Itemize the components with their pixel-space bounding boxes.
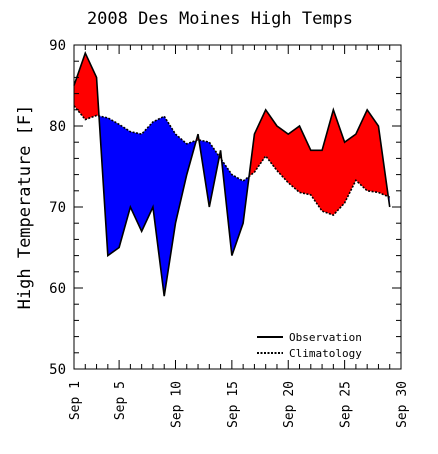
x-tick-labels: Sep 1 Sep 5 Sep 10 Sep 15 Sep 20 Sep 25 Sep 30 bbox=[68, 381, 410, 428]
axis-ticks bbox=[73, 44, 402, 370]
x-tick-label-25: Sep 25 bbox=[339, 381, 354, 428]
y-tick-label-60: 60 bbox=[49, 281, 66, 297]
x-tick-label-20: Sep 20 bbox=[282, 381, 297, 428]
climatology-line bbox=[73, 105, 391, 217]
series-lines bbox=[73, 50, 391, 297]
x-tick-label-30: Sep 30 bbox=[395, 381, 410, 428]
observation-line bbox=[73, 50, 391, 297]
y-axis-label: High Temperature [F] bbox=[15, 105, 35, 310]
y-tick-label-70: 70 bbox=[49, 200, 66, 216]
above-fill-6 bbox=[249, 109, 389, 216]
x-tick-label-15: Sep 15 bbox=[226, 381, 241, 428]
below-fill-3 bbox=[198, 139, 220, 207]
legend-climatology-label: Climatology bbox=[289, 347, 362, 360]
legend: Observation Climatology bbox=[257, 331, 362, 360]
x-tick-label-10: Sep 10 bbox=[169, 381, 184, 428]
legend-observation-label: Observation bbox=[289, 331, 362, 344]
x-tick-label-1: Sep 1 bbox=[68, 381, 83, 420]
chart-title: 2008 Des Moines High Temps bbox=[87, 9, 353, 29]
y-tick-label-90: 90 bbox=[49, 38, 66, 54]
y-tick-label-80: 80 bbox=[49, 119, 66, 135]
below-fill-5 bbox=[221, 159, 250, 256]
y-tick-labels: 50 60 70 80 90 bbox=[49, 38, 66, 378]
x-tick-label-5: Sep 5 bbox=[113, 381, 128, 420]
y-tick-label-50: 50 bbox=[49, 362, 66, 378]
below-fill-1 bbox=[98, 115, 197, 297]
